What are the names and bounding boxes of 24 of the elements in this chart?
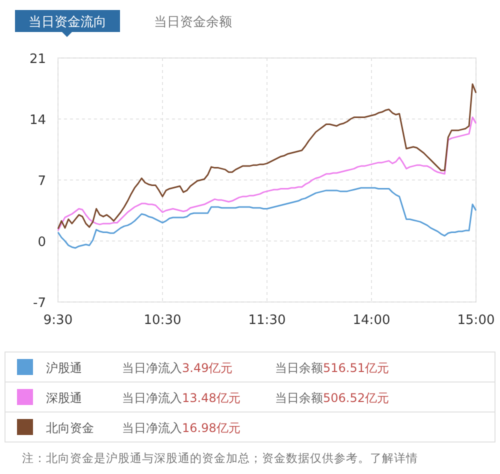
text: 当日余额506.52亿元 bbox=[275, 391, 389, 405]
text: 当日净流入13.48亿元 bbox=[122, 391, 240, 405]
text: 注：北向资金是沪股通与深股通的资金加总；资金数据仅供参考。了解详情 bbox=[22, 451, 418, 465]
text: 当日净流入3.49亿元 bbox=[122, 361, 233, 375]
text: 当日净流入16.98亿元 bbox=[122, 421, 240, 435]
line-series bbox=[57, 83, 477, 230]
x-tick-label: 11:30 bbox=[248, 313, 286, 328]
y-tick-label: 14 bbox=[29, 113, 46, 128]
x-tick-label: 15:00 bbox=[457, 313, 495, 328]
legend-label: 北向资金 bbox=[46, 421, 94, 435]
y-tick-label: -7 bbox=[33, 296, 46, 311]
chart-title: 当日资金流向 bbox=[28, 14, 106, 30]
y-tick-label: 21 bbox=[29, 52, 46, 67]
y-tick-label: 0 bbox=[38, 235, 46, 250]
legend-label: 沪股通 bbox=[46, 361, 82, 375]
line-series bbox=[57, 187, 477, 249]
y-tick-label: 7 bbox=[38, 174, 46, 189]
text: 当日余额516.51亿元 bbox=[275, 361, 389, 375]
x-tick-label: 10:30 bbox=[144, 313, 182, 328]
x-tick-label: 9:30 bbox=[43, 313, 73, 328]
legend-label: 深股通 bbox=[46, 391, 82, 405]
line-series bbox=[57, 116, 477, 232]
x-tick-label: 14:00 bbox=[352, 313, 390, 328]
chart-subtitle: 当日资金余额 bbox=[154, 15, 232, 30]
